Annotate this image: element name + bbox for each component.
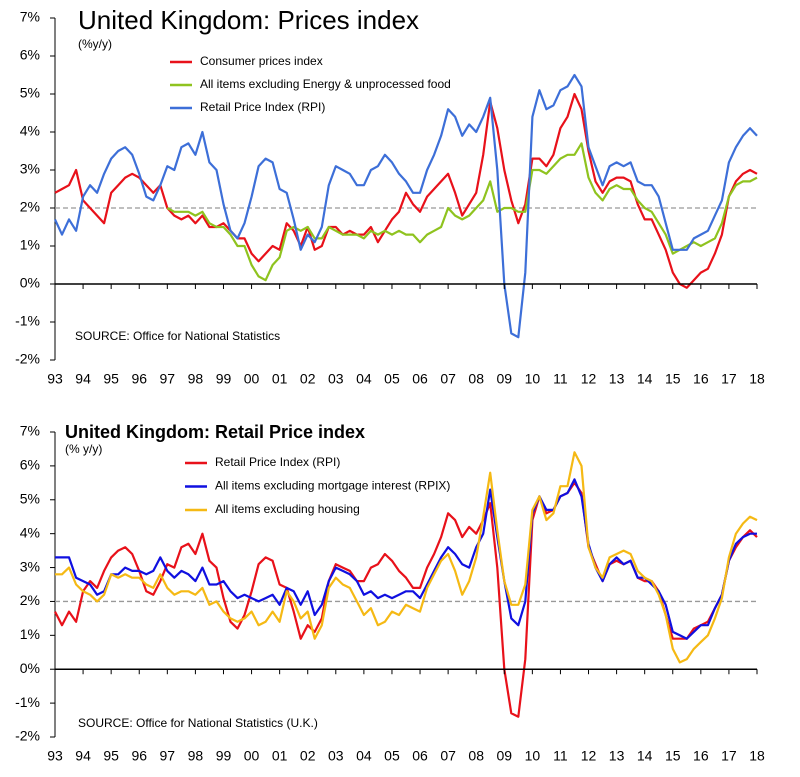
- legend-label: All items excluding housing: [215, 502, 360, 516]
- x-tick-label: 95: [103, 371, 119, 387]
- x-tick-label: 11: [553, 371, 568, 387]
- x-tick-label: 16: [693, 371, 709, 387]
- x-tick-label: 17: [721, 371, 737, 387]
- x-tick-label: 15: [665, 371, 681, 387]
- y-tick-label: -2%: [15, 728, 40, 744]
- source-note: SOURCE: Office for National Statistics (…: [78, 716, 318, 730]
- legend-label: All items excluding Energy & unprocessed…: [200, 77, 451, 91]
- x-tick-label: 98: [188, 371, 204, 387]
- legend-label: Consumer prices index: [200, 54, 323, 68]
- y-tick-label: 4%: [20, 123, 40, 139]
- legend-label: All items excluding mortgage interest (R…: [215, 479, 450, 493]
- x-tick-label: 97: [160, 748, 176, 764]
- x-tick-label: 16: [693, 748, 709, 764]
- chart-title: United Kingdom: Retail Price index: [65, 422, 365, 442]
- x-tick-label: 15: [665, 748, 681, 764]
- chart-subtitle: (% y/y): [65, 442, 102, 456]
- x-tick-label: 14: [637, 371, 653, 387]
- x-tick-label: 14: [637, 748, 653, 764]
- y-tick-label: 7%: [20, 9, 40, 25]
- x-tick-label: 00: [244, 371, 260, 387]
- y-tick-label: 5%: [20, 490, 40, 506]
- y-tick-label: 0%: [20, 660, 40, 676]
- x-tick-label: 09: [496, 748, 512, 764]
- y-tick-label: 7%: [20, 423, 40, 439]
- x-tick-label: 04: [356, 371, 372, 387]
- x-tick-label: 98: [188, 748, 204, 764]
- x-tick-label: 07: [440, 748, 456, 764]
- x-tick-label: 03: [328, 371, 344, 387]
- source-note: SOURCE: Office for National Statistics: [75, 329, 280, 343]
- x-tick-label: 01: [272, 748, 288, 764]
- series-line: [55, 451, 758, 664]
- series-line: [54, 481, 758, 718]
- x-tick-label: 03: [328, 748, 344, 764]
- x-tick-label: 99: [216, 748, 232, 764]
- x-tick-label: 96: [131, 748, 147, 764]
- y-tick-label: 3%: [20, 558, 40, 574]
- y-tick-label: 2%: [20, 592, 40, 608]
- x-tick-label: 12: [581, 371, 597, 387]
- legend-label: Retail Price Index (RPI): [200, 100, 325, 114]
- x-tick-label: 05: [384, 748, 400, 764]
- x-tick-label: 95: [103, 748, 119, 764]
- x-tick-label: 05: [384, 371, 400, 387]
- x-tick-label: 00: [244, 748, 260, 764]
- x-tick-label: 09: [496, 371, 512, 387]
- series-line: [54, 92, 758, 289]
- y-tick-label: -2%: [15, 351, 40, 367]
- y-tick-label: 1%: [20, 237, 40, 253]
- x-tick-label: 93: [47, 371, 63, 387]
- x-tick-label: 94: [75, 748, 91, 764]
- x-tick-label: 02: [300, 748, 316, 764]
- x-tick-label: 94: [75, 371, 91, 387]
- x-tick-label: 08: [468, 371, 484, 387]
- x-tick-label: 04: [356, 748, 372, 764]
- x-tick-label: 93: [47, 748, 63, 764]
- chart-subtitle: (%y/y): [78, 37, 112, 51]
- x-tick-label: 06: [412, 371, 428, 387]
- series-line: [166, 142, 758, 282]
- x-tick-label: 06: [412, 748, 428, 764]
- x-tick-label: 13: [609, 371, 625, 387]
- y-tick-label: 0%: [20, 275, 40, 291]
- y-tick-label: 6%: [20, 457, 40, 473]
- y-tick-label: 3%: [20, 161, 40, 177]
- x-tick-label: 12: [581, 748, 597, 764]
- y-tick-label: 5%: [20, 85, 40, 101]
- x-tick-label: 01: [272, 371, 288, 387]
- x-tick-label: 99: [216, 371, 232, 387]
- x-tick-label: 10: [525, 371, 541, 387]
- x-tick-label: 18: [749, 371, 765, 387]
- y-tick-label: -1%: [15, 313, 40, 329]
- x-tick-label: 97: [160, 371, 176, 387]
- x-tick-label: 18: [749, 748, 765, 764]
- x-tick-label: 08: [468, 748, 484, 764]
- x-tick-label: 11: [553, 748, 568, 764]
- series-line: [55, 478, 757, 640]
- x-tick-label: 07: [440, 371, 456, 387]
- x-tick-label: 02: [300, 371, 316, 387]
- y-tick-label: 2%: [20, 199, 40, 215]
- x-tick-label: 13: [609, 748, 625, 764]
- x-tick-label: 10: [525, 748, 541, 764]
- y-tick-label: -1%: [15, 694, 40, 710]
- y-tick-label: 6%: [20, 47, 40, 63]
- x-tick-label: 96: [131, 371, 147, 387]
- chart-title: United Kingdom: Prices index: [78, 5, 419, 35]
- x-tick-label: 17: [721, 748, 737, 764]
- y-tick-label: 4%: [20, 524, 40, 540]
- legend-label: Retail Price Index (RPI): [215, 455, 340, 469]
- series-line: [54, 73, 758, 339]
- y-tick-label: 1%: [20, 626, 40, 642]
